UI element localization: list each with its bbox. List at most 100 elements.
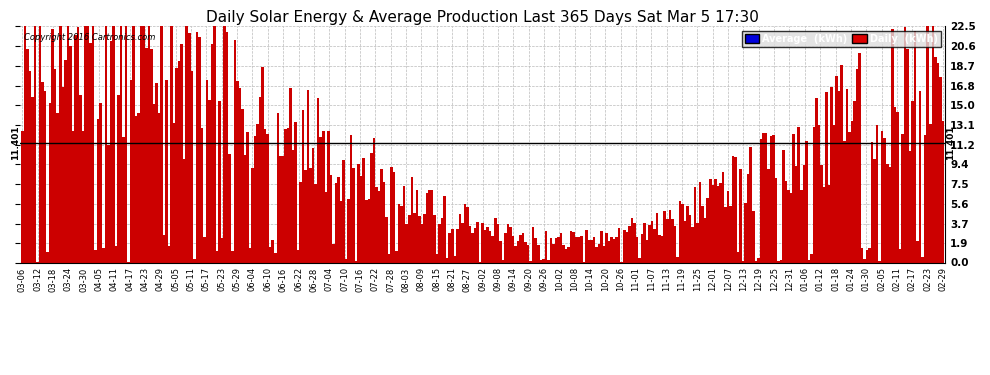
Bar — [684, 221, 686, 262]
Bar — [138, 112, 140, 262]
Bar — [798, 128, 800, 262]
Bar — [178, 61, 180, 262]
Bar — [426, 193, 429, 262]
Bar — [559, 233, 562, 262]
Bar — [258, 98, 261, 262]
Bar — [613, 239, 616, 262]
Bar — [338, 177, 340, 262]
Bar — [628, 226, 631, 262]
Bar — [790, 193, 792, 262]
Bar — [292, 150, 294, 262]
Bar — [732, 156, 735, 262]
Bar — [764, 133, 767, 262]
Bar — [441, 218, 444, 262]
Bar — [167, 246, 170, 262]
Bar — [206, 80, 208, 262]
Bar — [44, 92, 47, 262]
Bar — [746, 174, 749, 262]
Bar — [120, 26, 122, 262]
Bar — [69, 46, 71, 262]
Bar — [484, 230, 486, 262]
Bar — [347, 199, 349, 262]
Bar — [261, 67, 264, 262]
Bar — [349, 135, 352, 262]
Bar — [92, 26, 94, 262]
Bar — [135, 116, 138, 262]
Bar — [327, 131, 330, 262]
Bar — [49, 103, 51, 262]
Bar — [554, 238, 557, 262]
Bar — [917, 240, 919, 262]
Bar — [600, 231, 603, 262]
Bar — [527, 245, 530, 262]
Bar — [639, 258, 641, 262]
Bar — [34, 26, 37, 262]
Bar — [471, 233, 474, 262]
Bar — [909, 151, 912, 262]
Bar — [193, 259, 196, 262]
Bar — [248, 248, 251, 262]
Bar — [769, 136, 772, 262]
Bar — [143, 26, 145, 262]
Bar — [352, 168, 354, 262]
Bar — [416, 190, 418, 262]
Bar — [53, 69, 56, 262]
Bar — [650, 221, 653, 262]
Bar — [297, 251, 299, 262]
Bar — [886, 164, 889, 262]
Bar — [580, 236, 582, 262]
Bar — [499, 241, 502, 262]
Bar — [239, 88, 242, 262]
Bar — [320, 137, 322, 262]
Bar — [380, 169, 383, 262]
Bar — [843, 141, 845, 262]
Bar — [676, 257, 678, 262]
Bar — [421, 224, 423, 262]
Bar — [866, 250, 868, 262]
Bar — [836, 76, 838, 262]
Bar — [312, 148, 315, 262]
Bar — [730, 206, 732, 262]
Bar — [800, 190, 803, 262]
Bar — [362, 158, 365, 262]
Bar — [299, 183, 302, 262]
Bar — [767, 169, 769, 262]
Bar — [883, 138, 886, 262]
Bar — [456, 230, 458, 262]
Bar — [645, 240, 648, 262]
Bar — [636, 237, 639, 262]
Bar — [388, 254, 390, 262]
Bar — [370, 153, 372, 262]
Bar — [694, 186, 696, 262]
Bar — [461, 223, 463, 262]
Bar — [544, 231, 547, 262]
Bar — [502, 260, 504, 262]
Bar — [61, 87, 64, 262]
Bar — [271, 240, 274, 262]
Bar — [896, 112, 899, 262]
Bar — [557, 237, 559, 262]
Bar — [722, 172, 724, 262]
Bar — [590, 240, 593, 262]
Bar — [47, 252, 49, 262]
Bar — [821, 165, 823, 262]
Bar — [51, 29, 53, 262]
Bar — [84, 26, 87, 262]
Bar — [185, 26, 188, 262]
Bar — [281, 156, 284, 262]
Bar — [871, 142, 873, 262]
Bar — [24, 26, 26, 262]
Bar — [535, 237, 537, 262]
Bar — [150, 49, 152, 262]
Bar — [466, 207, 468, 262]
Bar — [611, 237, 613, 262]
Bar — [203, 237, 206, 262]
Bar — [360, 176, 362, 262]
Bar — [572, 232, 575, 262]
Bar — [253, 136, 256, 262]
Bar — [289, 88, 292, 262]
Bar — [929, 124, 932, 262]
Bar — [803, 165, 805, 262]
Bar — [709, 179, 712, 262]
Bar — [354, 261, 357, 262]
